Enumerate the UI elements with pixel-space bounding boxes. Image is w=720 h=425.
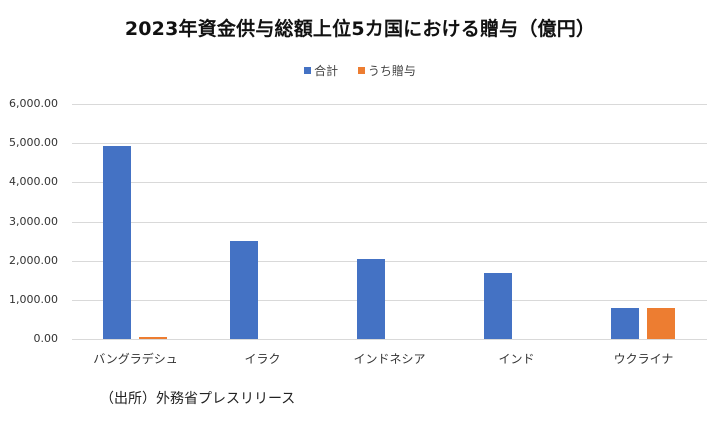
bar-grant xyxy=(139,337,167,339)
source-note: （出所）外務省プレスリリース xyxy=(100,391,296,407)
x-tick-label: バングラデシュ xyxy=(93,352,178,366)
legend-swatch-grant xyxy=(357,67,365,74)
legend-item-total: 合計 xyxy=(304,62,338,79)
y-tick-label: 1,000.00 xyxy=(9,293,58,306)
y-tick-label: 0.00 xyxy=(33,332,59,345)
gridline xyxy=(72,182,707,183)
chart-title: 2023年資金供与総額上位5カ国における贈与（億円） xyxy=(124,18,596,40)
bar-total xyxy=(484,273,512,339)
bar-total xyxy=(357,259,385,339)
x-tick-label: イラク xyxy=(244,352,281,366)
x-tick-label: インドネシア xyxy=(353,352,426,366)
chart-legend: 合計 うち贈与 xyxy=(0,62,720,79)
y-tick-label: 3,000.00 xyxy=(9,215,58,228)
gridline xyxy=(72,261,707,262)
legend-label-grant: うち贈与 xyxy=(367,64,416,78)
gridline xyxy=(72,104,707,105)
legend-swatch-total xyxy=(304,67,312,74)
gridline xyxy=(72,143,707,144)
x-tick-label: インド xyxy=(498,352,535,366)
x-tick-label: ウクライナ xyxy=(613,352,674,366)
bar-grant xyxy=(647,308,675,339)
y-tick-label: 4,000.00 xyxy=(9,175,58,188)
y-tick-label: 5,000.00 xyxy=(9,136,58,149)
legend-label-total: 合計 xyxy=(314,64,339,78)
bar-total xyxy=(103,146,131,339)
bar-total xyxy=(611,308,639,339)
y-tick-label: 2,000.00 xyxy=(9,254,58,267)
gridline xyxy=(72,222,707,223)
plot-area xyxy=(72,104,707,340)
gridline xyxy=(72,300,707,301)
y-tick-label: 6,000.00 xyxy=(9,97,58,110)
legend-item-grant: うち贈与 xyxy=(357,62,416,79)
x-axis-line xyxy=(72,339,707,340)
bar-total xyxy=(230,241,258,339)
